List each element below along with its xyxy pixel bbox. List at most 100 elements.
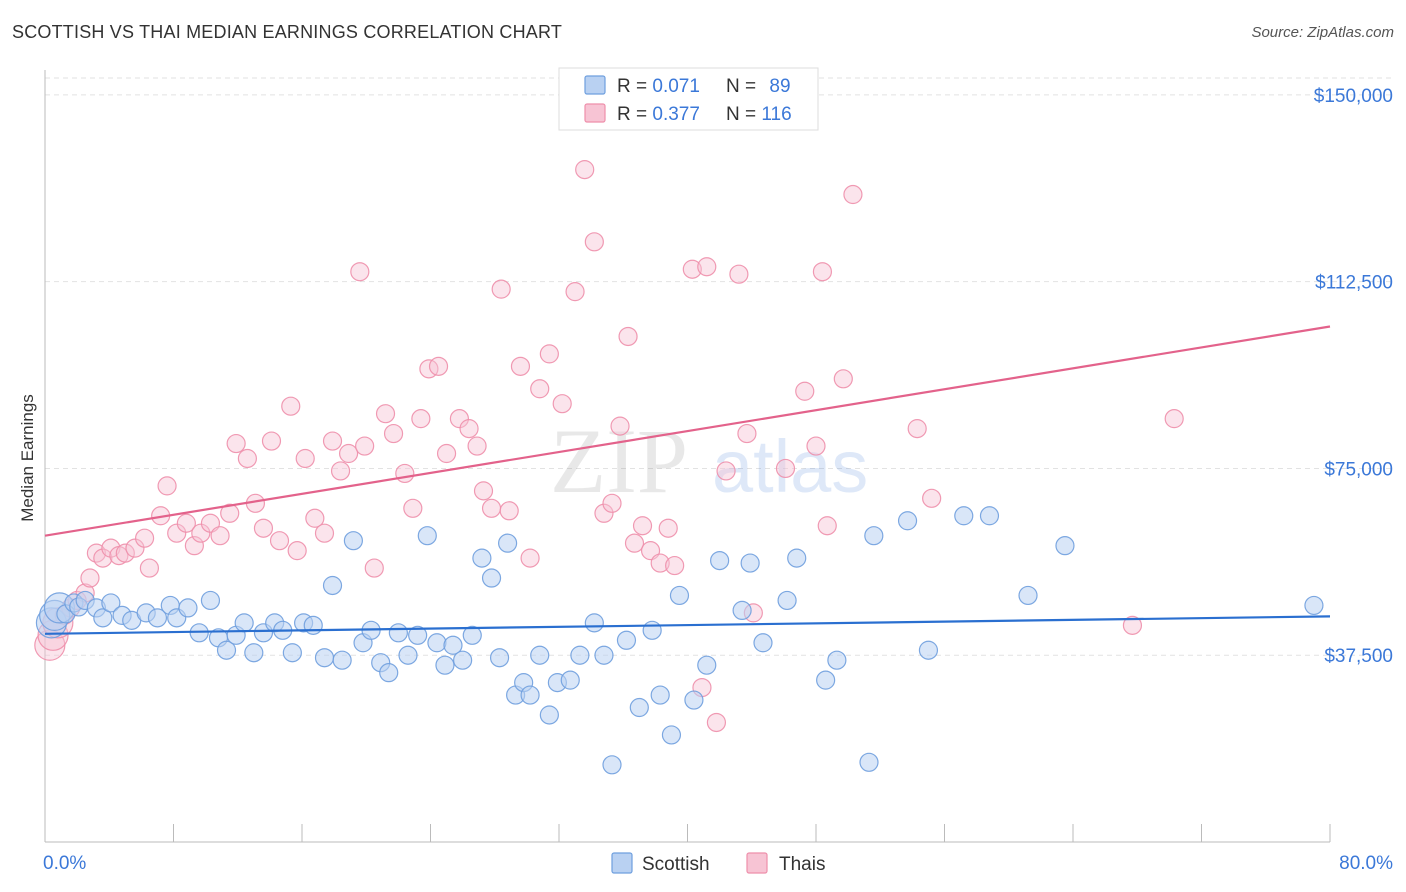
thais-point-13: [125, 538, 145, 558]
scottish-trend-line: [44, 615, 1331, 635]
thais-point-17: [157, 476, 177, 496]
source-credit: Source: ZipAtlas.com: [1251, 24, 1394, 41]
scottish-point-61: [602, 755, 622, 775]
thais-point-92: [1122, 615, 1143, 635]
thais-point-10: [101, 538, 121, 558]
svg-text:R = 0.377: R = 0.377: [617, 104, 700, 125]
thais-point-83: [775, 458, 796, 479]
thais-point-41: [364, 558, 384, 578]
scottish-point-16: [178, 598, 198, 618]
thais-point-29: [261, 431, 282, 451]
thais-point-80: [729, 264, 749, 284]
y-tick-label-3: $150,000: [1314, 86, 1393, 107]
scottish-point-37: [379, 663, 399, 683]
scottish-point-50: [498, 533, 518, 553]
thais-point-85: [806, 436, 826, 456]
thais-point-77: [697, 257, 717, 277]
scottish-point-58: [570, 645, 590, 665]
scottish-point-45: [453, 650, 473, 670]
scottish-point-64: [642, 620, 662, 640]
thais-point-42: [375, 404, 396, 424]
scottish-point-60: [594, 645, 614, 665]
thais-point-28: [253, 518, 274, 538]
legend-bottom: Scottish Thais: [611, 852, 825, 875]
thais-point-88: [833, 369, 853, 389]
thais-point-12: [115, 543, 135, 563]
thais-point-30: [269, 531, 290, 551]
scottish-point-54: [530, 645, 550, 665]
scottish-point-68: [684, 690, 704, 710]
thais-point-37: [330, 461, 351, 481]
thais-point-39: [350, 262, 370, 282]
thais-point-91: [922, 488, 942, 508]
thais-point-24: [220, 503, 240, 523]
scottish-points: [35, 506, 1324, 775]
scottish-point-74: [777, 590, 797, 611]
scottish-point-42: [427, 633, 447, 653]
legend-r-label-2: R =: [617, 104, 652, 125]
y-axis-label: Median Earnings: [18, 394, 37, 522]
scottish-point-32: [332, 650, 352, 670]
legend-bottom-label-thais: Thais: [779, 854, 825, 875]
scottish-point-85: [1055, 536, 1075, 556]
scottish-point-86: [1304, 595, 1324, 616]
scottish-point-84: [1018, 585, 1038, 606]
thais-point-45: [403, 498, 423, 518]
scottish-point-43: [435, 655, 455, 675]
scottish-point-39: [398, 645, 418, 665]
scottish-point-67: [669, 585, 690, 606]
thais-point-15: [139, 558, 160, 578]
watermark-zip: ZIP: [550, 410, 688, 512]
thais-point-50: [449, 409, 470, 429]
scottish-point-83: [979, 506, 1000, 526]
scottish-point-71: [732, 600, 752, 621]
scottish-point-75: [787, 548, 807, 568]
thais-point-19: [176, 513, 196, 533]
thais-point-63: [575, 160, 595, 180]
thais-trend-line: [44, 325, 1331, 537]
legend-swatch-scottish: [584, 75, 606, 95]
watermark-atlas: atlas: [712, 425, 868, 508]
thais-point-49: [436, 443, 457, 464]
legend-r-label-1: R =: [617, 76, 652, 97]
legend-r-value-2: 0.377: [652, 104, 700, 125]
thais-point-7: [80, 568, 100, 588]
scottish-point-38: [388, 623, 408, 643]
legend-bottom-swatch-thais: [746, 852, 768, 874]
chart-title: SCOTTISH VS THAI MEDIAN EARNINGS CORRELA…: [12, 22, 563, 42]
thais-point-73: [658, 518, 678, 538]
thais-point-84: [795, 381, 815, 401]
legend-r-value-1: 0.071: [652, 76, 700, 97]
thais-point-68: [618, 326, 638, 347]
scottish-point-48: [481, 568, 502, 588]
scottish-point-53: [520, 685, 540, 705]
scottish-point-79: [864, 526, 884, 546]
thais-point-78: [706, 712, 727, 733]
svg-text:R = 0.071: R = 0.071: [617, 76, 700, 97]
y-tick-label-0: $37,500: [1324, 646, 1393, 667]
scottish-point-8: [93, 608, 113, 628]
scottish-point-65: [650, 685, 670, 705]
thais-point-52: [467, 436, 487, 456]
scottish-point-29: [303, 615, 323, 635]
thais-point-14: [134, 528, 155, 548]
thais-point-64: [584, 232, 604, 252]
scottish-point-78: [859, 752, 879, 772]
thais-point-9: [93, 548, 113, 568]
thais-point-81: [737, 423, 757, 444]
thais-point-59: [530, 379, 550, 399]
scottish-point-70: [710, 550, 730, 571]
thais-point-89: [843, 184, 863, 205]
scottish-point-62: [616, 630, 637, 650]
scottish-point-69: [697, 655, 717, 675]
thais-point-26: [237, 448, 257, 469]
thais-point-87: [817, 516, 837, 536]
thais-point-70: [632, 516, 653, 536]
thais-point-74: [665, 555, 685, 576]
scottish-point-55: [539, 705, 559, 725]
y-tick-labels: $37,500 $75,000 $112,500 $150,000: [1314, 86, 1393, 667]
thais-point-46: [411, 409, 431, 429]
x-tick-label-min: 0.0%: [43, 853, 86, 874]
x-tick-label-max: 80.0%: [1339, 853, 1393, 874]
